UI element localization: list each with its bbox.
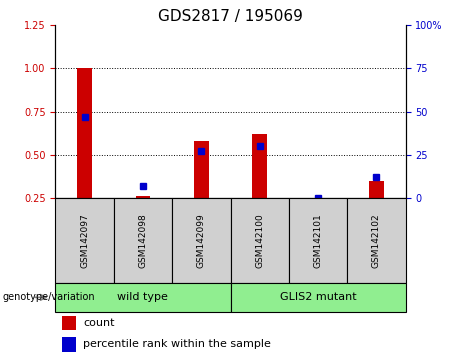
- Bar: [55, 283, 230, 312]
- Text: GSM142100: GSM142100: [255, 213, 264, 268]
- Bar: [136, 196, 150, 242]
- Bar: [369, 181, 384, 242]
- Bar: [114, 198, 172, 283]
- Text: GSM142098: GSM142098: [138, 213, 148, 268]
- Bar: [289, 198, 347, 283]
- Text: wild type: wild type: [118, 292, 168, 302]
- Text: genotype/variation: genotype/variation: [2, 292, 95, 302]
- Text: GSM142102: GSM142102: [372, 213, 381, 268]
- Bar: [172, 198, 230, 283]
- Bar: [194, 141, 208, 242]
- Text: GSM142101: GSM142101: [313, 213, 323, 268]
- Bar: [62, 316, 77, 331]
- Bar: [230, 283, 406, 312]
- Title: GDS2817 / 195069: GDS2817 / 195069: [158, 8, 303, 24]
- Bar: [62, 337, 77, 352]
- Bar: [253, 134, 267, 242]
- Text: GSM142097: GSM142097: [80, 213, 89, 268]
- Text: percentile rank within the sample: percentile rank within the sample: [83, 339, 271, 349]
- Bar: [347, 198, 406, 283]
- Text: GLIS2 mutant: GLIS2 mutant: [280, 292, 356, 302]
- Bar: [230, 198, 289, 283]
- Bar: [55, 198, 114, 283]
- Bar: [77, 68, 92, 242]
- Text: count: count: [83, 318, 115, 328]
- Text: GSM142099: GSM142099: [197, 213, 206, 268]
